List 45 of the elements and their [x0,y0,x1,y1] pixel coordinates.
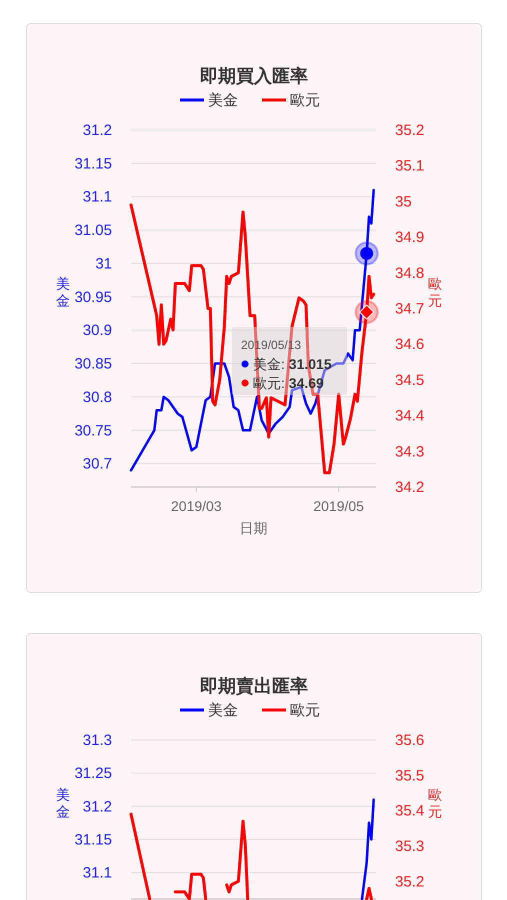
y-tick-label: 31.05 [74,222,112,240]
y-axis-title: 美金 [56,276,70,308]
y2-tick-label: 34.5 [395,372,424,389]
y-tick-label: 30.75 [74,422,112,440]
y-tick-label: 30.95 [74,288,112,306]
y2-tick-label: 35.3 [395,838,424,855]
y-tick-label: 31.1 [82,864,112,882]
y-tick-label: 31.15 [74,831,112,848]
y2-tick-label: 34.3 [395,443,424,460]
y-tick-label: 31.15 [74,155,112,172]
y-tick-label: 30.8 [82,388,112,406]
y-tick-label: 31.1 [82,188,112,206]
y-tick-label: 31.25 [74,765,112,782]
legend-label: 歐元 [290,702,320,719]
x-axis-title: 日期 [240,520,268,536]
y2-axis-title: 歐元 [428,786,442,820]
chart-title: 即期買入匯率 [200,66,308,86]
legend-label: 歐元 [290,92,320,109]
y-tick-label: 30.85 [74,356,112,373]
y2-tick-label: 34.7 [395,300,424,318]
y-tick-label: 30.9 [82,322,112,340]
y2-tick-label: 34.8 [395,264,424,282]
legend-label: 美金 [208,702,238,719]
y-tick-label: 31.2 [82,798,112,816]
x-tick-label: 2019/05 [313,498,364,514]
y2-tick-label: 35.1 [395,158,424,175]
y2-tick-label: 35.5 [395,767,424,784]
y2-tick-label: 35.4 [395,802,424,820]
y2-tick-label: 34.9 [395,229,424,246]
x-tick-label: 2019/03 [171,498,222,514]
y2-axis-title: 歐元 [428,276,442,308]
legend-label: 美金 [208,92,238,109]
chart-title: 即期賣出匯率 [200,676,308,696]
y-tick-label: 31.2 [82,122,112,139]
y2-tick-label: 35.2 [395,873,424,890]
y2-tick-label: 35.2 [395,122,424,139]
y-axis-title: 美金 [56,786,70,820]
y-tick-label: 31.3 [82,732,112,749]
y2-tick-label: 34.2 [395,479,424,496]
y2-tick-label: 34.6 [395,336,424,354]
y2-tick-label: 35 [395,193,412,210]
y2-tick-label: 34.4 [395,408,424,425]
y2-tick-label: 35.6 [395,732,424,749]
y-tick-label: 31 [95,255,112,272]
y-tick-label: 30.7 [82,456,112,473]
